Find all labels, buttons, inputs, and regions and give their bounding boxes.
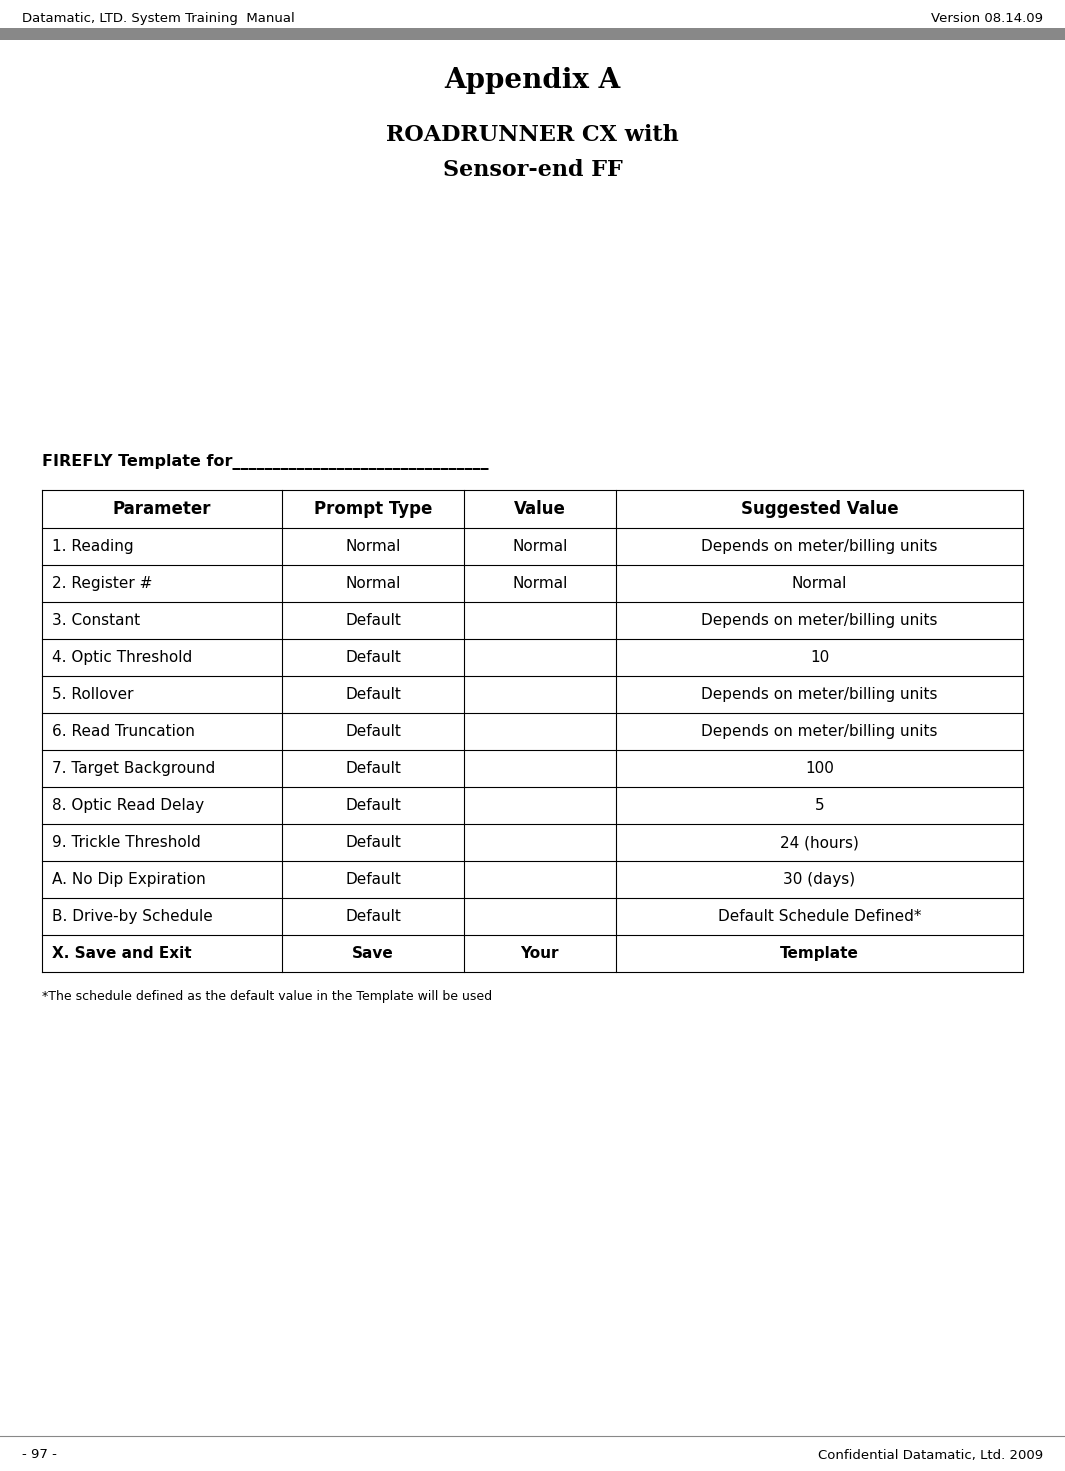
Text: Depends on meter/billing units: Depends on meter/billing units [701, 724, 937, 738]
Text: ROADRUNNER CX with: ROADRUNNER CX with [387, 124, 678, 146]
Text: Normal: Normal [345, 577, 400, 591]
Bar [0, 28, 1065, 40]
Text: Confidential Datamatic, Ltd. 2009: Confidential Datamatic, Ltd. 2009 [818, 1449, 1043, 1462]
Text: Suggested Value: Suggested Value [740, 500, 898, 518]
Text: Default: Default [345, 797, 402, 813]
Text: 3. Constant: 3. Constant [52, 613, 141, 628]
Text: Default: Default [345, 836, 402, 850]
Text: Depends on meter/billing units: Depends on meter/billing units [701, 687, 937, 702]
Text: A. No Dip Expiration: A. No Dip Expiration [52, 872, 206, 887]
Text: Parameter: Parameter [113, 500, 212, 518]
Text: 5: 5 [815, 797, 824, 813]
Text: 24 (hours): 24 (hours) [780, 836, 858, 850]
Text: Default: Default [345, 687, 402, 702]
Text: 6. Read Truncation: 6. Read Truncation [52, 724, 195, 738]
Text: 7. Target Background: 7. Target Background [52, 761, 215, 777]
Text: Default: Default [345, 650, 402, 665]
Text: Prompt Type: Prompt Type [314, 500, 432, 518]
Text: Depends on meter/billing units: Depends on meter/billing units [701, 613, 937, 628]
Text: X. Save and Exit: X. Save and Exit [52, 946, 192, 961]
Text: Default: Default [345, 724, 402, 738]
Text: Normal: Normal [512, 538, 568, 555]
Text: FIREFLY Template for________________________________: FIREFLY Template for____________________… [42, 455, 489, 471]
Text: Depends on meter/billing units: Depends on meter/billing units [701, 538, 937, 555]
Text: Default: Default [345, 761, 402, 777]
Text: *The schedule defined as the default value in the Template will be used: *The schedule defined as the default val… [42, 990, 492, 1003]
Text: 9. Trickle Threshold: 9. Trickle Threshold [52, 836, 200, 850]
Text: Value: Value [514, 500, 566, 518]
Text: 10: 10 [809, 650, 829, 665]
Text: B. Drive-by Schedule: B. Drive-by Schedule [52, 909, 213, 924]
Text: Normal: Normal [791, 577, 847, 591]
Text: Save: Save [353, 946, 394, 961]
Text: Version 08.14.09: Version 08.14.09 [931, 12, 1043, 25]
Text: - 97 -: - 97 - [22, 1449, 56, 1462]
Text: 30 (days): 30 (days) [784, 872, 855, 887]
Text: Sensor-end FF: Sensor-end FF [443, 159, 622, 181]
Text: Default: Default [345, 613, 402, 628]
Text: Normal: Normal [512, 577, 568, 591]
Text: Default Schedule Defined*: Default Schedule Defined* [718, 909, 921, 924]
Text: Normal: Normal [345, 538, 400, 555]
Text: Appendix A: Appendix A [444, 66, 621, 94]
Text: Template: Template [780, 946, 858, 961]
Text: 100: 100 [805, 761, 834, 777]
Text: 1. Reading: 1. Reading [52, 538, 133, 555]
Text: 8. Optic Read Delay: 8. Optic Read Delay [52, 797, 204, 813]
Text: 2. Register #: 2. Register # [52, 577, 152, 591]
Text: Default: Default [345, 872, 402, 887]
Text: Your: Your [521, 946, 559, 961]
Text: Default: Default [345, 909, 402, 924]
Text: 5. Rollover: 5. Rollover [52, 687, 133, 702]
Text: 4. Optic Threshold: 4. Optic Threshold [52, 650, 193, 665]
Text: Datamatic, LTD. System Training  Manual: Datamatic, LTD. System Training Manual [22, 12, 295, 25]
